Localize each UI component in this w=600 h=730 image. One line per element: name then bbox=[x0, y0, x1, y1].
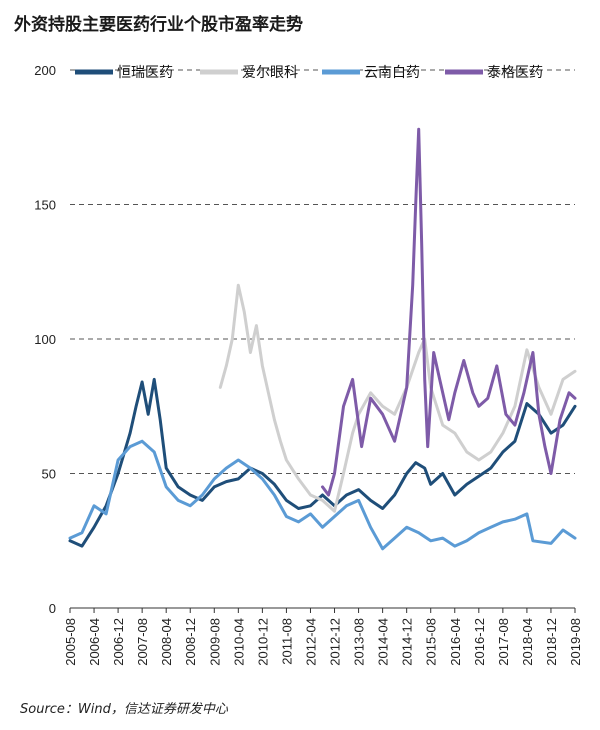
x-tick-label: 2014-12 bbox=[400, 618, 415, 666]
series-line-泰格医药 bbox=[321, 127, 577, 497]
x-tick-label: 2019-08 bbox=[568, 618, 583, 666]
x-tick-label: 2013-08 bbox=[352, 618, 367, 666]
grid-lines bbox=[70, 69, 575, 474]
y-tick-label: 0 bbox=[49, 601, 56, 616]
x-tick-label: 2018-04 bbox=[520, 618, 535, 666]
source-note: Source：Wind，信达证券研发中心 bbox=[20, 702, 228, 717]
x-tick-label: 2016-04 bbox=[448, 618, 463, 666]
series-line-爱尔眼科 bbox=[218, 283, 577, 513]
legend-label: 恒瑞医药 bbox=[117, 65, 173, 81]
y-tick-label: 200 bbox=[34, 63, 56, 78]
x-tick-label: 2005-08 bbox=[63, 618, 78, 666]
y-axis: 0 50 100 150 200 bbox=[34, 63, 56, 616]
x-tick-label: 2006-12 bbox=[111, 618, 126, 666]
x-tick-label: 2008-12 bbox=[183, 618, 198, 666]
x-tick-label: 2016-12 bbox=[472, 618, 487, 666]
x-tick-label: 2010-04 bbox=[231, 618, 246, 666]
x-tick-label: 2007-08 bbox=[135, 618, 150, 666]
legend: 恒瑞医药 爱尔眼科 云南白药 泰格医药 bbox=[75, 65, 543, 81]
legend-label: 泰格医药 bbox=[487, 65, 543, 81]
x-tick-label: 2014-04 bbox=[376, 618, 391, 666]
x-tick-label: 2017-08 bbox=[496, 618, 511, 666]
x-tick-label: 2015-08 bbox=[424, 618, 439, 666]
y-tick-label: 150 bbox=[34, 198, 56, 213]
legend-label: 爱尔眼科 bbox=[242, 65, 298, 81]
x-tick-label: 2009-08 bbox=[207, 618, 222, 666]
x-axis: 2005-08 2006-04 2006-12 2007-08 2008-04 2008-… bbox=[63, 607, 583, 666]
series-line-恒瑞医药 bbox=[68, 377, 577, 548]
x-tick-label: 2010-12 bbox=[255, 618, 270, 666]
x-tick-label: 2011-08 bbox=[279, 618, 294, 665]
x-tick-label: 2008-04 bbox=[159, 618, 174, 666]
x-tick-label: 2018-12 bbox=[544, 618, 559, 666]
y-tick-label: 100 bbox=[34, 332, 56, 347]
x-tick-label: 2012-12 bbox=[328, 618, 343, 666]
series-lines bbox=[68, 127, 577, 551]
legend-label: 云南白药 bbox=[364, 65, 420, 81]
y-tick-label: 50 bbox=[42, 467, 56, 482]
x-tick-label: 2006-04 bbox=[87, 618, 102, 666]
series-line-云南白药 bbox=[68, 439, 577, 551]
chart-title: 外资持股主要医药行业个股市盈率走势 bbox=[14, 15, 303, 35]
x-tick-label: 2012-04 bbox=[303, 618, 318, 666]
